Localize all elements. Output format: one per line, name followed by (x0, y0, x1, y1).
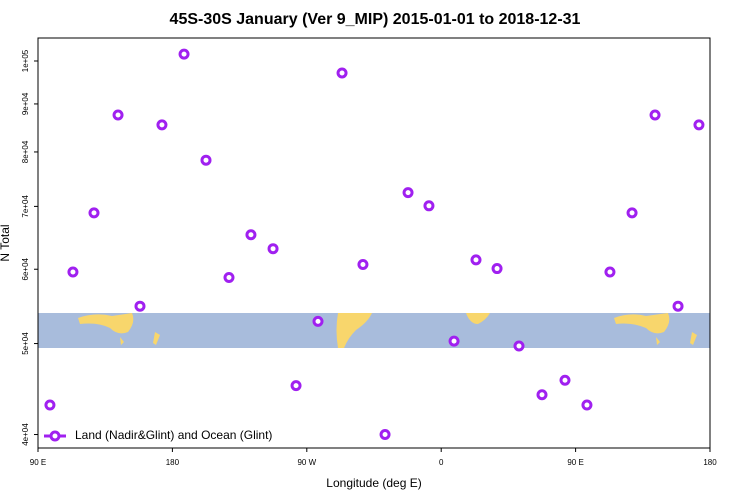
point (290, 380, 302, 392)
point (693, 119, 705, 131)
y-tick-label: 6e+04 (21, 257, 30, 280)
x-tick-label: 180 (166, 458, 180, 467)
point (88, 207, 100, 219)
point (156, 119, 168, 131)
map-strip (38, 313, 710, 348)
point (357, 259, 369, 271)
y-axis-label: N Total (0, 224, 12, 261)
point (200, 154, 212, 166)
point (223, 271, 235, 283)
plot-frame (37, 37, 711, 449)
point (267, 243, 279, 255)
point (470, 254, 482, 266)
y-tick-label: 9e+04 (21, 92, 30, 115)
y-tick-label: 4e+04 (21, 423, 30, 446)
point (44, 399, 56, 411)
point (245, 229, 257, 241)
point (67, 266, 79, 278)
map-land (466, 313, 490, 324)
point (649, 109, 661, 121)
point (536, 389, 548, 401)
map-land (120, 332, 160, 345)
y-tick-label: 8e+04 (21, 140, 30, 163)
point (513, 340, 525, 352)
point (336, 67, 348, 79)
point (581, 399, 593, 411)
x-tick-label: 90 E (30, 458, 46, 467)
map-land (336, 313, 372, 348)
chart-title: 45S-30S January (Ver 9_MIP) 2015-01-01 t… (170, 11, 581, 28)
point (604, 266, 616, 278)
x-tick-label: 90 E (567, 458, 583, 467)
point (112, 109, 124, 121)
y-tick-label: 1e+05 (21, 49, 30, 72)
point (448, 335, 460, 347)
legend-marker (49, 430, 61, 442)
legend-label: Land (Nadir&Glint) and Ocean (Glint) (75, 428, 272, 442)
point (491, 263, 503, 275)
point (559, 374, 571, 386)
point (626, 207, 638, 219)
x-tick-label: 180 (703, 458, 717, 467)
point (178, 48, 190, 60)
x-tick-label: 0 (439, 458, 444, 467)
point (134, 300, 146, 312)
map-ocean (38, 313, 710, 348)
point (312, 315, 324, 327)
y-tick-label: 7e+04 (21, 195, 30, 218)
map-land (656, 332, 697, 345)
map-land (614, 313, 670, 334)
point (672, 300, 684, 312)
map-land (78, 313, 134, 334)
y-tick-label: 5e+04 (21, 332, 30, 355)
x-tick-label: 90 W (297, 458, 316, 467)
x-axis-label: Longitude (deg E) (326, 476, 421, 490)
point (402, 187, 414, 199)
point (423, 200, 435, 212)
point (379, 429, 391, 441)
